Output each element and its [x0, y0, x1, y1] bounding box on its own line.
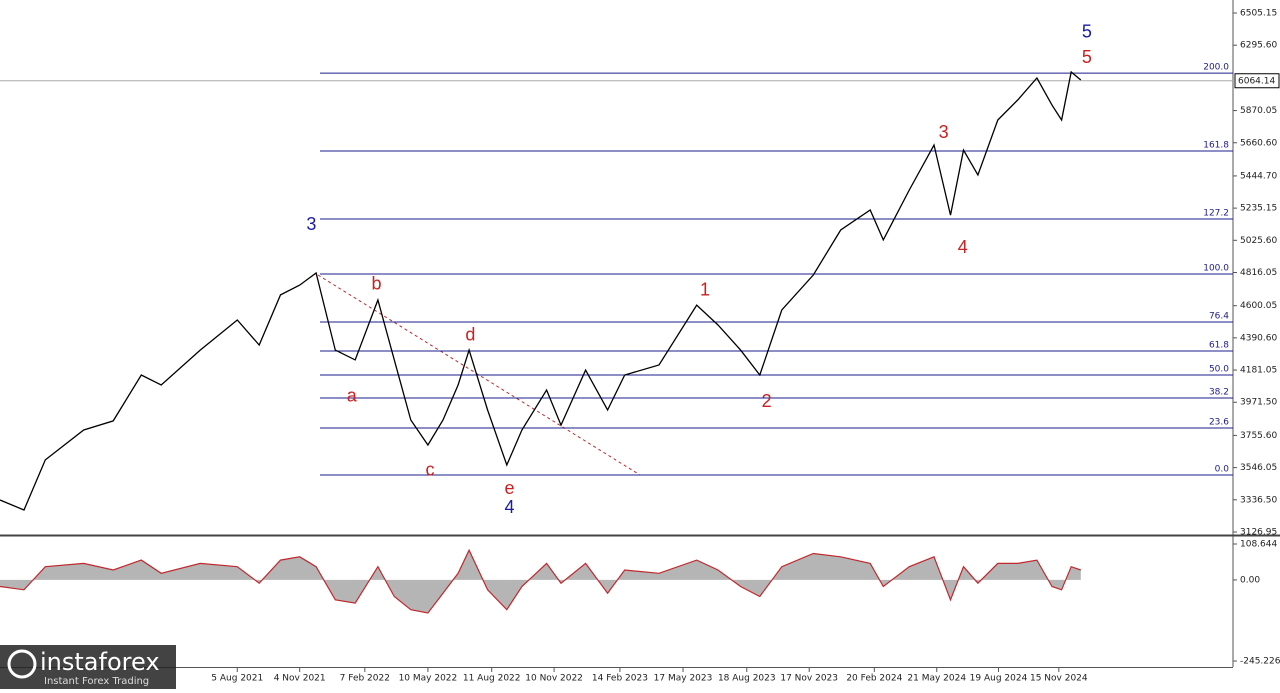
x-tick-label: 10 May 2022 [399, 674, 458, 684]
y-tick-label: 108.644 [1240, 539, 1277, 549]
oscillator-line [0, 548, 1081, 614]
wave-label: 4 [505, 497, 515, 517]
watermark-icon [7, 649, 37, 679]
y-tick-label: 3336.50 [1240, 495, 1277, 505]
x-tick-label: 7 Feb 2022 [340, 674, 390, 684]
wave-label: 4 [958, 237, 968, 257]
y-tick-label: 4600.05 [1240, 301, 1277, 311]
y-tick-label: 3126.95 [1240, 527, 1277, 537]
wave-label: 2 [762, 391, 772, 411]
wave-label: d [465, 325, 475, 345]
y-tick-label: 5025.60 [1240, 236, 1277, 246]
fib-label: 161.8 [1203, 140, 1229, 150]
x-tick-label: 5 Aug 2021 [211, 674, 263, 684]
x-tick-label: 20 Feb 2024 [846, 674, 902, 684]
y-tick-label: 3971.50 [1240, 398, 1277, 408]
y-tick-label: 4181.05 [1240, 366, 1277, 376]
y-tick-label: 4816.05 [1240, 268, 1277, 278]
x-tick-label: 10 Nov 2022 [525, 674, 583, 684]
wave-label: e [505, 478, 515, 498]
fib-label: 100.0 [1203, 264, 1229, 274]
fib-label: 23.6 [1209, 417, 1229, 427]
y-tick-label: -245.226 [1240, 657, 1280, 667]
x-tick-label: 19 Aug 2024 [970, 674, 1028, 684]
watermark: instaforex Instant Forex Trading [0, 645, 176, 689]
y-tick-label: 3546.05 [1240, 463, 1277, 473]
fib-label: 61.8 [1209, 341, 1229, 351]
price-line [0, 70, 1082, 511]
x-tick-label: 17 May 2023 [654, 674, 713, 684]
wave-label: 1 [700, 280, 710, 300]
wave-label: 5 [1082, 47, 1092, 67]
fib-label: 76.4 [1209, 311, 1229, 321]
x-tick-label: 17 Nov 2023 [780, 674, 838, 684]
y-tick-label: 0.00 [1240, 575, 1260, 585]
fib-label: 127.2 [1203, 209, 1229, 219]
oscillator-area [0, 550, 1081, 613]
fib-label: 50.0 [1209, 364, 1229, 374]
wave-label: b [371, 274, 381, 294]
x-tick-label: 18 Aug 2023 [718, 674, 776, 684]
fib-label: 0.0 [1215, 464, 1230, 474]
y-tick-label: 3755.60 [1240, 431, 1277, 441]
wave-label: 3 [939, 122, 949, 142]
y-tick-label: 5444.70 [1240, 171, 1277, 181]
x-tick-label: 15 Nov 2024 [1030, 674, 1088, 684]
wave-label: 3 [306, 214, 316, 234]
x-tick-label: 21 May 2024 [907, 674, 966, 684]
fib-label: 38.2 [1209, 388, 1229, 398]
fib-label: 200.0 [1203, 63, 1229, 73]
last-price-box [1234, 73, 1280, 89]
y-tick-label: 4390.60 [1240, 333, 1277, 343]
wave-label: 5 [1082, 22, 1092, 42]
wave-label: c [425, 460, 434, 480]
y-tick-label: 5660.60 [1240, 138, 1277, 148]
wave-label: a [347, 386, 358, 406]
last-price-label: 6064.14 [1238, 76, 1275, 86]
y-tick-label: 5235.15 [1240, 204, 1277, 214]
brand: instaforex [40, 648, 160, 676]
x-tick-label: 4 Nov 2021 [274, 674, 326, 684]
x-tick-label: 11 Aug 2022 [463, 674, 521, 684]
y-tick-label: 5870.05 [1240, 106, 1277, 116]
tagline: Instant Forex Trading [44, 676, 149, 687]
y-tick-label: 6295.60 [1240, 41, 1277, 51]
y-tick-label: 6505.15 [1240, 9, 1277, 19]
x-tick-label: 14 Feb 2023 [592, 674, 648, 684]
